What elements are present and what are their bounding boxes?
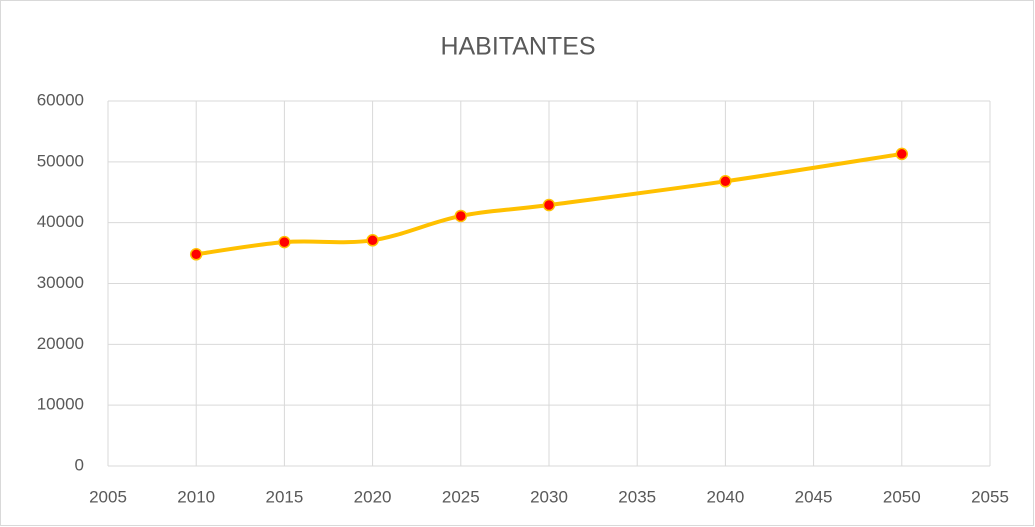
y-tick-label: 20000	[37, 334, 84, 353]
data-point	[454, 209, 468, 223]
data-point	[366, 234, 379, 247]
x-tick-label: 2020	[354, 487, 392, 506]
y-tick-label: 0	[75, 455, 84, 474]
y-tick-label: 30000	[37, 273, 84, 292]
x-tick-label: 2005	[89, 487, 127, 506]
data-point	[895, 147, 909, 161]
y-tick-label: 40000	[37, 212, 84, 231]
y-tick-label: 10000	[37, 395, 84, 414]
x-tick-label: 2015	[265, 487, 303, 506]
x-tick-label: 2030	[530, 487, 568, 506]
x-tick-label: 2055	[971, 487, 1009, 506]
data-point	[189, 248, 203, 261]
y-tick-label: 60000	[37, 90, 84, 109]
data-point	[719, 175, 732, 188]
x-tick-label: 2040	[706, 487, 744, 506]
x-tick-label: 2010	[177, 487, 215, 506]
x-tick-label: 2045	[795, 487, 833, 506]
data-point	[542, 198, 556, 212]
x-tick-label: 2050	[883, 487, 921, 506]
x-tick-label: 2025	[442, 487, 480, 506]
chart-title: HABITANTES	[440, 33, 595, 61]
x-tick-label: 2035	[618, 487, 656, 506]
data-point	[278, 235, 291, 249]
y-tick-label: 50000	[37, 151, 84, 170]
